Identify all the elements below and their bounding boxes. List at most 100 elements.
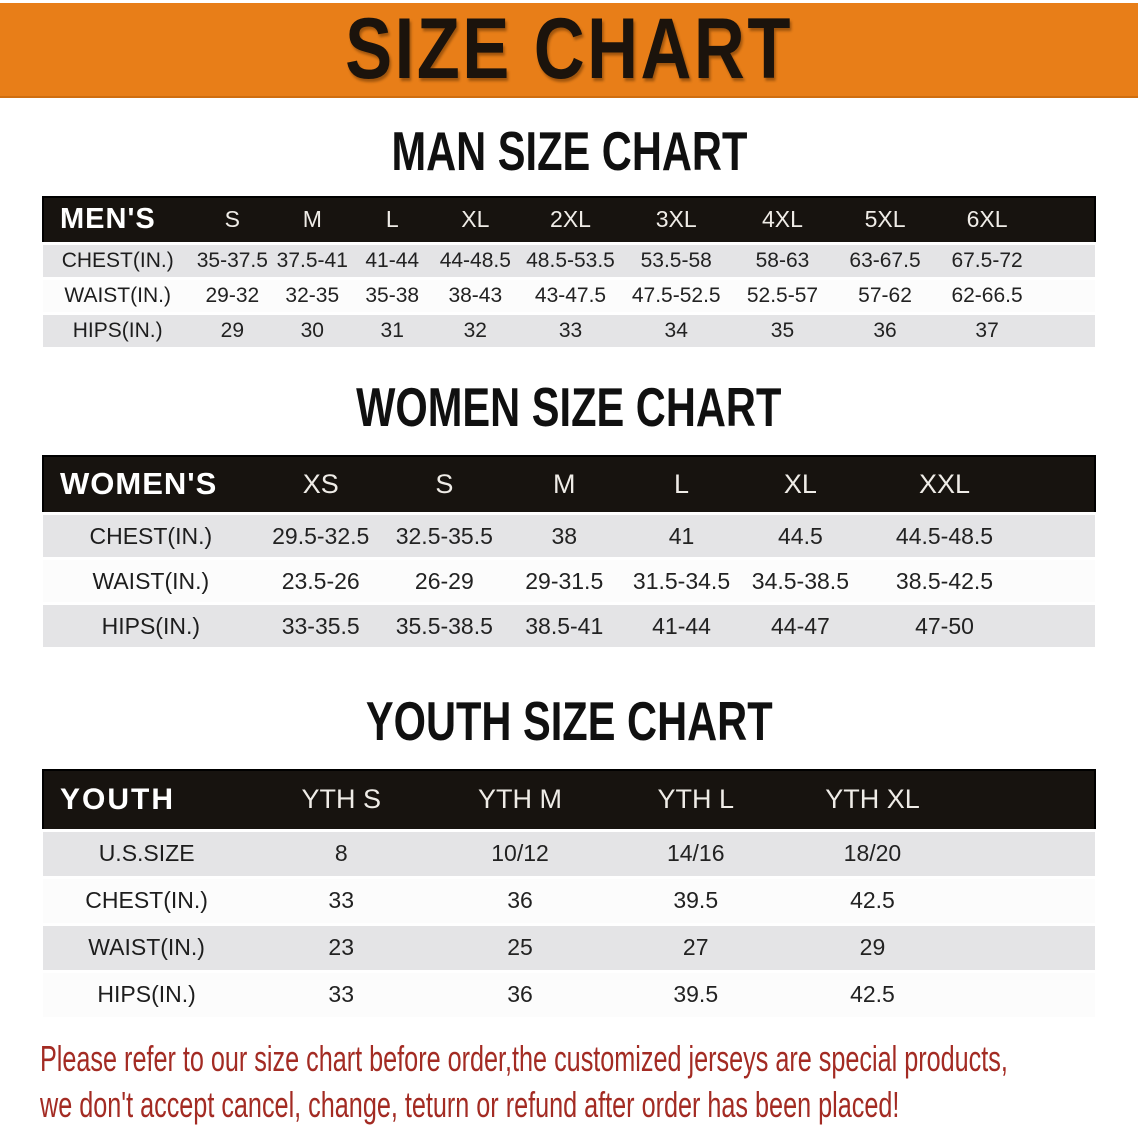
size-header-row: WOMEN'S XS S M L XL XXL <box>43 455 1095 514</box>
measurement-value: 34.5-38.5 <box>751 567 849 594</box>
measurement-row: WAIST(IN.) 29-32 32-35 35-38 38-43 43-47.5 47.… <box>43 278 1095 313</box>
group-label: YOUTH <box>60 782 175 816</box>
measurement-value: 33-35.5 <box>281 612 360 639</box>
measurement-value: 43-47.5 <box>534 283 607 307</box>
measurement-value: 38 <box>551 522 578 549</box>
size-column-header: 3XL <box>655 206 697 233</box>
measurement-value: 44.5-48.5 <box>895 522 994 549</box>
men-size-table: MEN'S S M L XL 2XL 3XL 4XL 5XL 6XL CHEST(IN.) 35-3… <box>42 196 1096 350</box>
measurement-value: 42.5 <box>850 981 895 1007</box>
measurement-row-label: CHEST(IN.) <box>89 522 213 549</box>
measurement-value: 31 <box>380 318 404 342</box>
measurement-value: 10/12 <box>491 840 549 866</box>
measurement-value: 37.5-41 <box>276 248 348 272</box>
measurement-row-label: HIPS(IN.) <box>72 318 163 342</box>
measurement-value: 47-50 <box>915 612 974 639</box>
banner: SIZE CHART <box>0 3 1138 98</box>
measurement-row-label: WAIST(IN.) <box>64 283 171 307</box>
measurement-value: 58-63 <box>755 248 810 272</box>
spacer-cell <box>961 770 1095 830</box>
measurement-value: 8 <box>334 840 348 866</box>
measurement-row: WAIST(IN.) 23 25 27 29 <box>43 924 1095 971</box>
spacer-cell <box>961 877 1095 924</box>
spacer-cell <box>1039 278 1095 313</box>
spacer-cell <box>1029 456 1095 514</box>
measurement-value: 37 <box>975 318 999 342</box>
measurement-row-label: CHEST(IN.) <box>85 887 208 913</box>
spacer-cell <box>1029 559 1095 604</box>
measurement-value: 31.5-34.5 <box>632 567 731 594</box>
size-column-header: S <box>224 206 241 233</box>
measurement-value: 36 <box>507 981 533 1007</box>
size-header-row: YOUTH YTH S YTH M YTH L YTH XL <box>43 770 1095 830</box>
measurement-value: 35-38 <box>365 283 420 307</box>
youth-section-heading-text: YOUTH SIZE CHART <box>365 691 773 753</box>
measurement-row: CHEST(IN.) 33 36 39.5 42.5 <box>43 877 1095 924</box>
measurement-row: WAIST(IN.) 23.5-26 26-29 29-31.5 31.5-34.5 34… <box>43 558 1095 604</box>
measurement-value: 32 <box>463 318 487 342</box>
youth-section-heading: YOUTH SIZE CHART <box>0 691 1138 753</box>
spacer-cell <box>1039 197 1095 243</box>
measurement-value: 34 <box>664 318 688 342</box>
measurement-value: 42.5 <box>850 887 895 913</box>
size-column-header: 2XL <box>550 206 591 233</box>
group-label: MEN'S <box>60 203 156 236</box>
measurement-value: 32-35 <box>285 283 340 307</box>
measurement-value: 30 <box>300 318 324 342</box>
measurement-value: 39.5 <box>673 981 719 1007</box>
group-label: WOMEN'S <box>60 466 218 502</box>
size-column-header: S <box>435 468 454 499</box>
measurement-value: 47.5-52.5 <box>631 283 721 307</box>
spacer-cell <box>1039 313 1095 348</box>
measurement-value: 48.5-53.5 <box>526 248 615 272</box>
measurement-value: 41-44 <box>652 612 711 639</box>
size-column-header: 5XL <box>864 206 906 233</box>
men-size-section: MAN SIZE CHART MEN'S S M L XL 2XL 3XL 4XL 5XL 6XL… <box>0 123 1138 350</box>
measurement-value: 29 <box>220 318 245 342</box>
size-column-header: YTH S <box>301 784 381 815</box>
measurement-row: HIPS(IN.) 29 30 31 32 33 34 35 36 37 <box>43 313 1095 348</box>
measurement-row-label: WAIST(IN.) <box>88 934 205 960</box>
size-column-header: M <box>302 206 322 233</box>
measurement-value: 52.5-57 <box>746 283 819 307</box>
disclaimer-line-1: Please refer to our size chart before or… <box>40 1037 1008 1079</box>
size-column-header: L <box>674 468 690 499</box>
size-column-header: XL <box>783 468 817 499</box>
size-column-header: XS <box>302 468 339 499</box>
measurement-row: CHEST(IN.) 29.5-32.5 32.5-35.5 38 41 44.5 44.5… <box>43 513 1095 559</box>
measurement-value: 63-67.5 <box>849 248 921 272</box>
measurement-value: 44.5 <box>778 522 823 549</box>
page-title: SIZE CHART <box>345 1 793 97</box>
measurement-value: 29-31.5 <box>525 567 604 594</box>
youth-size-table: YOUTH YTH S YTH M YTH L YTH XL U.S.SIZE 8 10/1… <box>42 769 1096 1020</box>
spacer-cell <box>961 971 1095 1018</box>
size-column-header: L <box>385 206 399 233</box>
size-column-header: YTH XL <box>825 784 920 815</box>
size-chart-page: SIZE CHART MAN SIZE CHART MEN'S S M L XL 2XL 3… <box>0 3 1138 1128</box>
measurement-value: 35-37.5 <box>196 248 268 272</box>
size-column-header: YTH M <box>478 784 563 815</box>
women-size-section: WOMEN SIZE CHART WOMEN'S XS S M L XL XXL CHEST… <box>0 378 1138 651</box>
measurement-value: 26-29 <box>414 567 474 594</box>
disclaimer-line-2: we don't accept cancel, change, teturn o… <box>40 1083 900 1125</box>
measurement-row-label: HIPS(IN.) <box>97 981 196 1007</box>
measurement-value: 32.5-35.5 <box>395 522 493 549</box>
measurement-row: CHEST(IN.) 35-37.5 37.5-41 41-44 44-48.5 48.5… <box>43 243 1095 278</box>
measurement-row-label: WAIST(IN.) <box>92 567 210 594</box>
youth-size-section: YOUTH SIZE CHART YOUTH YTH S YTH M YTH L YTH… <box>0 691 1138 1020</box>
measurement-value: 33 <box>328 887 355 913</box>
spacer-cell <box>1029 514 1095 559</box>
spacer-cell <box>1029 604 1095 649</box>
size-column-header: XL <box>461 206 490 233</box>
measurement-value: 18/20 <box>843 840 902 866</box>
measurement-value: 44-48.5 <box>439 248 511 272</box>
spacer-cell <box>961 830 1095 877</box>
measurement-value: 36 <box>873 318 897 342</box>
measurement-value: 44-47 <box>770 612 830 639</box>
size-column-header: 6XL <box>966 206 1008 233</box>
size-column-header: 4XL <box>762 206 803 233</box>
size-column-header: M <box>552 468 576 499</box>
measurement-value: 38.5-42.5 <box>895 567 994 594</box>
size-column-header: YTH L <box>657 784 734 815</box>
measurement-row-label: HIPS(IN.) <box>101 612 201 639</box>
